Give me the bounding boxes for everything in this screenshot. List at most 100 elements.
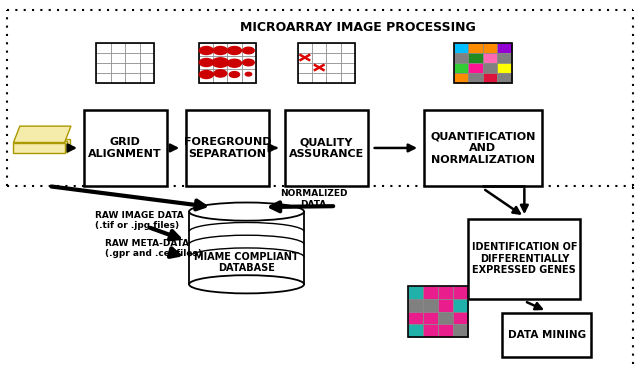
Bar (242, 42, 256, 56)
FancyBboxPatch shape (502, 314, 591, 357)
Text: RAW IMAGE DATA
(.tif or .jpg files): RAW IMAGE DATA (.tif or .jpg files) (95, 211, 184, 230)
Bar (408, 286, 468, 337)
Bar (453, 312, 468, 324)
Bar (438, 299, 453, 312)
Bar (298, 42, 355, 82)
Bar (125, 73, 140, 82)
Bar (408, 299, 423, 312)
Ellipse shape (189, 203, 304, 221)
Bar (454, 42, 468, 53)
Text: FOREGROUND
SEPARATION: FOREGROUND SEPARATION (184, 137, 271, 159)
Bar (468, 53, 483, 62)
Bar (312, 42, 326, 53)
Bar (497, 42, 511, 53)
Circle shape (214, 70, 227, 77)
Bar (242, 69, 256, 82)
FancyBboxPatch shape (468, 219, 580, 299)
Bar (340, 42, 355, 53)
Bar (242, 56, 256, 69)
Bar (97, 62, 111, 73)
Bar (111, 42, 125, 53)
Bar (111, 73, 125, 82)
Bar (408, 286, 423, 299)
Bar (497, 53, 511, 62)
Bar (111, 53, 125, 62)
Bar (198, 42, 256, 82)
Bar (423, 324, 438, 337)
Bar (340, 53, 355, 62)
Bar (483, 53, 497, 62)
FancyBboxPatch shape (186, 110, 269, 186)
Bar (453, 299, 468, 312)
Bar (468, 62, 483, 73)
Bar (340, 62, 355, 73)
FancyBboxPatch shape (424, 110, 542, 186)
Bar (97, 73, 111, 82)
Bar (497, 62, 511, 73)
Bar (438, 286, 453, 299)
Bar (312, 62, 326, 73)
Bar (423, 312, 438, 324)
Circle shape (243, 59, 254, 66)
Bar (97, 53, 111, 62)
FancyBboxPatch shape (285, 110, 368, 186)
Bar (483, 42, 497, 53)
Polygon shape (13, 126, 71, 142)
Bar (227, 42, 242, 56)
Bar (454, 73, 468, 82)
Bar (453, 324, 468, 337)
Bar (408, 324, 423, 337)
Circle shape (199, 46, 213, 54)
Circle shape (199, 58, 213, 66)
Text: DATA MINING: DATA MINING (508, 330, 586, 340)
Circle shape (212, 58, 228, 67)
Circle shape (227, 46, 241, 54)
Text: IDENTIFICATION OF
DIFFERENTIALLY
EXPRESSED GENES: IDENTIFICATION OF DIFFERENTIALLY EXPRESS… (472, 242, 577, 276)
Bar (497, 73, 511, 82)
Bar (198, 42, 213, 56)
Bar (312, 53, 326, 62)
Bar (298, 53, 312, 62)
Bar (326, 62, 340, 73)
Bar (198, 56, 213, 69)
Text: QUANTIFICATION
AND
NORMALIZATION: QUANTIFICATION AND NORMALIZATION (430, 131, 536, 165)
Bar (438, 324, 453, 337)
Bar (140, 53, 154, 62)
Circle shape (227, 59, 241, 67)
Bar (423, 299, 438, 312)
Bar (468, 73, 483, 82)
Circle shape (213, 46, 227, 54)
Bar (97, 42, 111, 53)
Bar (326, 53, 340, 62)
Bar (140, 42, 154, 53)
Circle shape (199, 70, 213, 78)
Text: MIAME COMPLIANT
DATABASE: MIAME COMPLIANT DATABASE (195, 252, 299, 273)
Bar (19, 139, 70, 150)
Bar (140, 73, 154, 82)
Bar (111, 62, 125, 73)
Bar (227, 56, 242, 69)
Bar (213, 56, 227, 69)
Bar (189, 212, 304, 284)
Bar (326, 73, 340, 82)
Ellipse shape (189, 275, 304, 293)
Bar (408, 312, 423, 324)
Bar (453, 286, 468, 299)
Bar (13, 142, 65, 153)
Bar (454, 42, 511, 82)
Text: RAW META-DATA
(.gpr and .cel files): RAW META-DATA (.gpr and .cel files) (105, 239, 202, 258)
Bar (298, 42, 312, 53)
Bar (213, 69, 227, 82)
Bar (468, 42, 483, 53)
Bar (423, 286, 438, 299)
Circle shape (245, 72, 252, 76)
Bar (227, 69, 242, 82)
Bar (483, 62, 497, 73)
Circle shape (243, 47, 254, 54)
Bar (454, 53, 468, 62)
Bar (125, 42, 140, 53)
Bar (298, 62, 312, 73)
Bar (198, 69, 213, 82)
Circle shape (229, 72, 239, 77)
Bar (454, 62, 468, 73)
